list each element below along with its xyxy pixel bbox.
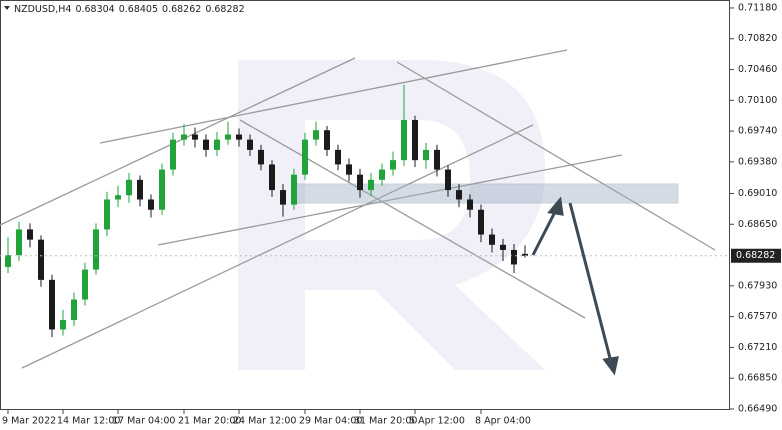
candle-body xyxy=(511,249,517,265)
trend-line xyxy=(239,119,586,319)
y-tick-label: 0.66490 xyxy=(738,403,777,414)
candle-body xyxy=(192,134,198,140)
header-field: 0.68304 xyxy=(75,4,114,15)
candle-body xyxy=(324,130,330,150)
candle-body xyxy=(401,119,407,161)
candle-body xyxy=(181,134,187,140)
x-tick-label: 8 Apr 04:00 xyxy=(475,416,531,427)
candle-body xyxy=(49,279,55,330)
candle-body xyxy=(522,253,528,256)
trend-line xyxy=(157,154,623,246)
x-tick-label: 29 Mar 04:00 xyxy=(299,416,362,427)
candle-body xyxy=(434,149,440,170)
candle-body xyxy=(423,149,429,161)
candle-body xyxy=(225,134,231,140)
arrow-head xyxy=(547,196,564,216)
arrow xyxy=(531,209,558,256)
candle-body xyxy=(247,139,253,150)
y-tick-label: 0.70460 xyxy=(738,64,777,75)
candle-body xyxy=(291,174,297,205)
resistance-zone xyxy=(294,183,679,204)
candle-body xyxy=(82,269,88,300)
x-tick-label: 24 Mar 12:00 xyxy=(233,416,296,427)
x-tick-label: 14 Mar 12:00 xyxy=(57,416,120,427)
candle-body xyxy=(5,255,11,268)
candle-body xyxy=(357,174,363,191)
forecast-arrows xyxy=(531,196,619,376)
header-field: NZDUSD,H4 xyxy=(14,4,71,15)
x-tick-label: 5 Apr 12:00 xyxy=(409,416,465,427)
x-tick-label: 31 Mar 20:00 xyxy=(354,416,417,427)
candle-body xyxy=(368,179,374,191)
candle-body xyxy=(115,195,121,200)
candle-body xyxy=(269,164,275,191)
menu-triangle[interactable] xyxy=(4,6,10,10)
candle-body xyxy=(489,234,495,245)
candle-body xyxy=(148,199,154,210)
chart-header: NZDUSD,H4 0.68304 0.68405 0.68262 0.68282 xyxy=(14,4,245,15)
candle-body xyxy=(390,160,396,170)
x-tick-label: 21 Mar 20:00 xyxy=(178,416,241,427)
candle-body xyxy=(27,229,33,240)
price-marker-label: 0.68282 xyxy=(736,250,775,261)
candle-body xyxy=(478,209,484,235)
y-tick-label: 0.69010 xyxy=(738,188,777,199)
candle-body xyxy=(137,179,143,200)
x-tick-label: 9 Mar 2022 xyxy=(2,416,56,427)
y-tick-label: 0.69740 xyxy=(738,126,777,137)
y-tick-label: 0.68650 xyxy=(738,219,777,230)
header-field: 0.68262 xyxy=(162,4,201,15)
candle-body xyxy=(412,119,418,161)
y-tick-label: 0.70100 xyxy=(738,95,777,106)
candle-body xyxy=(379,169,385,180)
candle-body xyxy=(313,130,319,140)
candle-body xyxy=(346,164,352,175)
candle-body xyxy=(445,169,451,191)
trend-line xyxy=(0,57,356,226)
trend-line xyxy=(396,61,716,251)
x-tick-label: 17 Mar 04:00 xyxy=(112,416,175,427)
y-tick-label: 0.71180 xyxy=(738,2,777,13)
price-marker xyxy=(731,248,781,263)
candle-body xyxy=(170,139,176,170)
candle-body xyxy=(60,320,66,330)
candle-body xyxy=(71,299,77,321)
candle-body xyxy=(126,179,132,196)
watermark xyxy=(238,60,545,370)
arrow-head xyxy=(602,356,619,376)
header-field: 0.68282 xyxy=(205,4,244,15)
y-tick-label: 0.70820 xyxy=(738,33,777,44)
candle-body xyxy=(214,139,220,150)
candle-body xyxy=(104,199,110,230)
candle-body xyxy=(456,190,462,200)
candle-body xyxy=(159,169,165,210)
y-tick-label: 0.67210 xyxy=(738,342,777,353)
candle-body xyxy=(335,149,341,165)
header-field: 0.68405 xyxy=(119,4,158,15)
candle-body xyxy=(467,199,473,210)
y-tick-label: 0.67930 xyxy=(738,280,777,291)
y-tick-label: 0.67570 xyxy=(738,311,777,322)
candles xyxy=(5,84,528,338)
candle-body xyxy=(93,229,99,270)
candle-body xyxy=(16,229,22,256)
candle-body xyxy=(500,244,506,250)
y-tick-label: 0.66850 xyxy=(738,373,777,384)
candle-body xyxy=(38,239,44,280)
candle-body xyxy=(236,134,242,140)
trend-line xyxy=(99,49,568,144)
candle-body xyxy=(258,149,264,165)
y-tick-label: 0.69380 xyxy=(738,156,777,167)
candle-body xyxy=(302,139,308,175)
arrow xyxy=(568,202,613,363)
candle-body xyxy=(280,190,286,205)
candle-body xyxy=(203,139,209,150)
